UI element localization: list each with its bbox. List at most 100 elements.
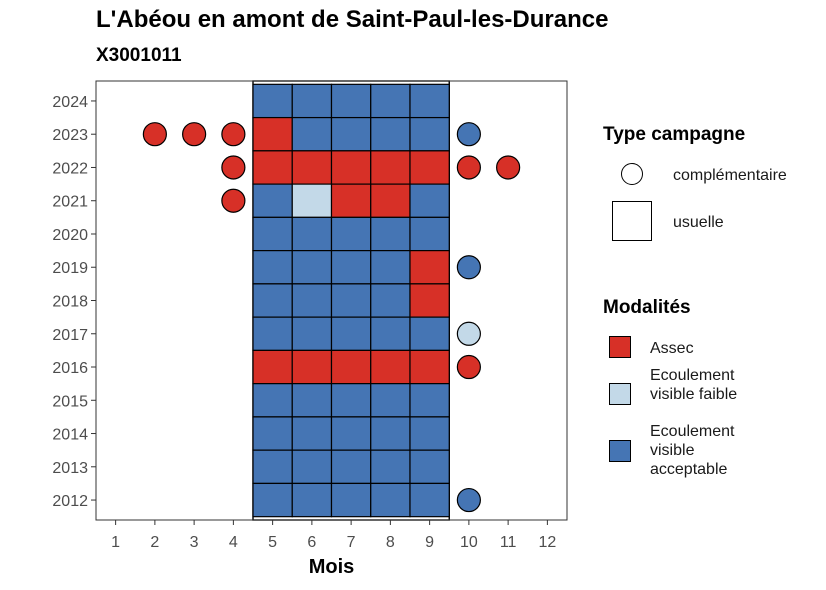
- cell-2020-5: [252, 216, 293, 252]
- cell-2013-5: [252, 449, 293, 485]
- cell-2024-6: [291, 83, 333, 119]
- x-tick-label-1: 1: [111, 534, 120, 551]
- cell-2018-9: [409, 283, 450, 318]
- chart-title: L'Abéou en amont de Saint-Paul-les-Duran…: [96, 6, 609, 33]
- cell-2015-5: [252, 383, 293, 418]
- cell-2015-9: [409, 383, 450, 418]
- legend-modalites-title: Modalités: [603, 297, 691, 318]
- chart-subtitle: X3001011: [96, 45, 182, 66]
- cell-2017-9: [409, 316, 450, 351]
- x-tick-label-7: 7: [347, 534, 356, 551]
- cell-2024-8: [370, 83, 411, 119]
- point-2012-10: [456, 487, 481, 513]
- legend-type-usuelle: usuelle: [673, 214, 724, 231]
- cell-2021-6: [291, 183, 333, 218]
- cell-2014-6: [291, 416, 333, 451]
- cell-2023-9: [409, 116, 450, 152]
- point-2023-3: [182, 122, 207, 147]
- cell-2022-9: [409, 150, 450, 185]
- cell-2016-5: [252, 349, 293, 385]
- point-2016-10: [456, 354, 481, 380]
- cell-2022-7: [330, 150, 372, 185]
- x-tick-label-8: 8: [386, 534, 395, 551]
- y-tick-label-2017: 2017: [52, 327, 88, 344]
- cell-2020-8: [370, 216, 411, 252]
- cell-2020-7: [330, 216, 372, 252]
- cell-2021-7: [330, 183, 372, 218]
- cell-2022-5: [252, 150, 293, 185]
- cell-2023-5: [252, 116, 293, 152]
- cell-2014-7: [330, 416, 372, 451]
- cell-2012-7: [330, 482, 372, 518]
- cell-2020-9: [409, 216, 450, 252]
- point-2017-10: [456, 321, 481, 346]
- cell-2018-7: [330, 283, 372, 318]
- point-2019-10: [456, 255, 481, 280]
- cell-2015-6: [291, 383, 333, 418]
- x-axis-title: Mois: [309, 556, 355, 578]
- cell-2013-9: [409, 449, 450, 485]
- y-tick-label-2024: 2024: [52, 94, 88, 111]
- cell-2017-6: [291, 316, 333, 351]
- y-tick-label-2012: 2012: [52, 493, 88, 510]
- cell-2017-8: [370, 316, 411, 351]
- legend-acceptable-swatch: [609, 440, 631, 462]
- cell-2018-6: [291, 283, 333, 318]
- cell-2024-5: [252, 83, 293, 119]
- cell-2019-8: [370, 250, 411, 285]
- cell-2021-5: [252, 183, 293, 218]
- y-tick-label-2015: 2015: [52, 393, 88, 410]
- cell-2015-7: [330, 383, 372, 418]
- legend-faible-swatch: [609, 383, 631, 405]
- cell-2013-8: [370, 449, 411, 485]
- cell-2012-6: [291, 482, 333, 518]
- legend-type-title: Type campagne: [603, 124, 746, 145]
- y-tick-label-2016: 2016: [52, 360, 88, 377]
- cell-2021-8: [370, 183, 411, 218]
- point-2023-2: [142, 122, 167, 147]
- cell-2019-7: [330, 250, 372, 285]
- legend-type-complementaire: complémentaire: [673, 167, 787, 184]
- x-tick-label-12: 12: [538, 534, 556, 551]
- x-tick-label-11: 11: [500, 534, 517, 551]
- cell-2019-9: [409, 250, 450, 285]
- y-tick-label-2023: 2023: [52, 127, 88, 144]
- cell-2018-5: [252, 283, 293, 318]
- legend-assec-label: Assec: [650, 340, 694, 357]
- cell-2021-9: [409, 183, 450, 218]
- cell-2024-7: [330, 83, 372, 119]
- x-tick-label-9: 9: [425, 534, 434, 551]
- point-2023-4: [221, 122, 246, 147]
- x-tick-label-6: 6: [307, 534, 316, 551]
- legend-circle-icon: [621, 163, 643, 185]
- legend-faible-label: Ecoulement visible faible: [650, 367, 738, 403]
- legend-acceptable-label: Ecoulement visible acceptable: [650, 423, 735, 478]
- y-tick-label-2022: 2022: [52, 160, 88, 177]
- cell-2014-9: [409, 416, 450, 451]
- cell-2012-9: [409, 482, 450, 518]
- point-2021-4: [221, 188, 246, 213]
- y-tick-label-2020: 2020: [52, 227, 88, 244]
- cell-2020-6: [291, 216, 333, 252]
- cell-2015-8: [370, 383, 411, 418]
- cell-2022-6: [291, 150, 333, 185]
- cell-2016-8: [370, 349, 411, 385]
- x-tick-label-2: 2: [150, 534, 159, 551]
- y-tick-label-2018: 2018: [52, 294, 88, 311]
- x-tick-label-3: 3: [190, 534, 199, 551]
- cell-2014-8: [370, 416, 411, 451]
- x-tick-label-5: 5: [268, 534, 277, 551]
- cell-2019-5: [252, 250, 293, 285]
- cell-2016-9: [409, 349, 450, 385]
- point-2022-11: [496, 155, 521, 180]
- cell-2016-6: [291, 349, 333, 385]
- cell-2012-5: [252, 482, 293, 518]
- cell-2019-6: [291, 250, 333, 285]
- point-2022-4: [221, 155, 246, 180]
- legend-square-icon: [612, 201, 652, 241]
- cell-2012-8: [370, 482, 411, 518]
- y-tick-label-2021: 2021: [52, 194, 88, 211]
- cell-2016-7: [330, 349, 372, 385]
- legend-assec-swatch: [609, 336, 631, 358]
